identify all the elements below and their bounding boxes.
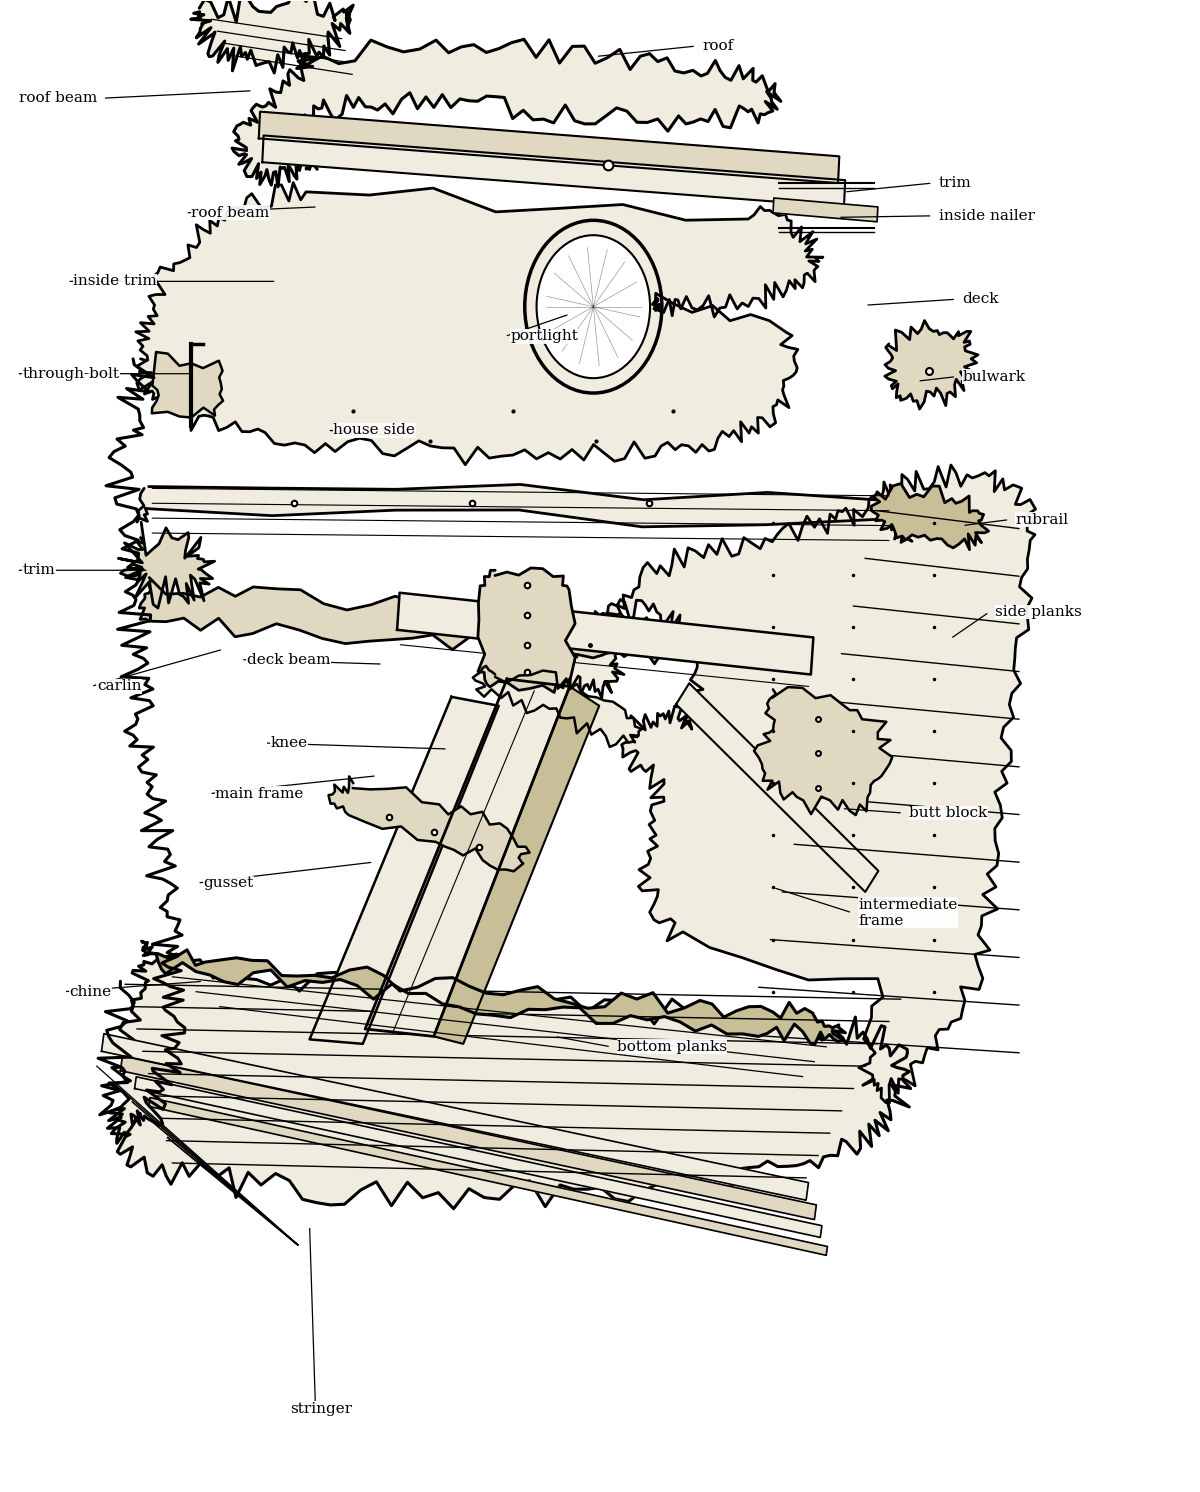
Polygon shape (473, 665, 642, 747)
Polygon shape (329, 776, 529, 871)
Polygon shape (871, 483, 989, 549)
Text: deck: deck (962, 292, 998, 306)
Text: trim: trim (23, 564, 55, 577)
Polygon shape (191, 0, 353, 73)
Text: bulwark: bulwark (962, 370, 1025, 383)
Text: deck beam: deck beam (247, 652, 330, 667)
Text: roof beam: roof beam (18, 91, 97, 106)
Polygon shape (120, 1056, 816, 1219)
Polygon shape (102, 1034, 809, 1200)
Polygon shape (149, 1098, 828, 1255)
Polygon shape (259, 112, 839, 184)
Text: butt block: butt block (908, 806, 988, 821)
Polygon shape (232, 39, 781, 186)
Polygon shape (139, 577, 666, 664)
Text: trim: trim (938, 176, 971, 189)
Polygon shape (142, 941, 846, 1044)
Text: portlight: portlight (510, 330, 578, 343)
Text: intermediate
frame: intermediate frame (858, 898, 958, 928)
Polygon shape (676, 683, 878, 892)
Polygon shape (134, 1077, 822, 1237)
Polygon shape (478, 568, 575, 692)
Polygon shape (108, 953, 911, 1209)
Text: inside nailer: inside nailer (938, 209, 1034, 222)
Polygon shape (365, 679, 570, 1037)
Text: carlin: carlin (97, 679, 142, 694)
Text: roof: roof (702, 39, 733, 54)
Text: bottom planks: bottom planks (617, 1040, 727, 1053)
Text: stringer: stringer (290, 1401, 353, 1416)
Polygon shape (119, 522, 215, 609)
Polygon shape (754, 688, 893, 815)
Polygon shape (310, 697, 499, 1044)
Polygon shape (263, 136, 845, 207)
Text: chine: chine (70, 985, 112, 998)
Text: rubrail: rubrail (1015, 513, 1068, 527)
Text: house side: house side (334, 424, 415, 437)
Text: roof beam: roof beam (191, 206, 270, 219)
Polygon shape (397, 592, 814, 674)
Polygon shape (137, 485, 912, 543)
Polygon shape (558, 466, 1037, 1103)
Polygon shape (152, 352, 223, 418)
Text: inside trim: inside trim (73, 275, 157, 288)
Text: side planks: side planks (995, 604, 1082, 619)
Polygon shape (433, 686, 599, 1044)
Polygon shape (884, 321, 978, 409)
Text: gusset: gusset (203, 876, 253, 891)
Polygon shape (773, 198, 878, 222)
Circle shape (536, 236, 650, 377)
Polygon shape (136, 182, 823, 464)
Text: knee: knee (270, 736, 307, 750)
Text: through-bolt: through-bolt (23, 367, 119, 380)
Text: main frame: main frame (215, 786, 304, 801)
